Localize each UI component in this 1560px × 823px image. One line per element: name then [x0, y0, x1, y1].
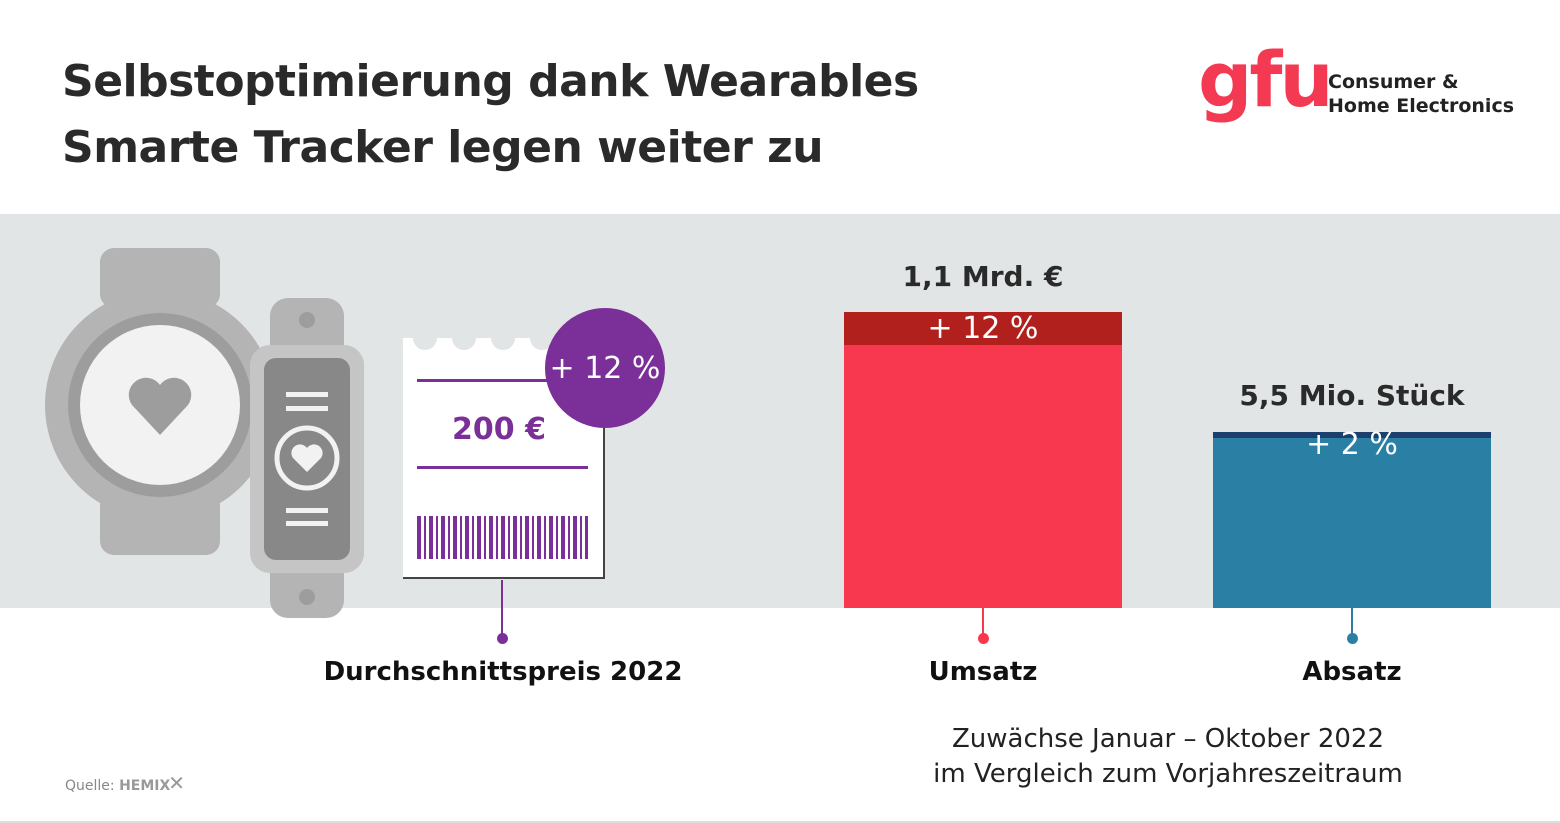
- connector-line: [1351, 608, 1353, 636]
- connector-line: [982, 608, 984, 636]
- umsatz-value-label: 1,1 Mrd. €: [902, 260, 1064, 293]
- hemix-x-icon: ✕: [168, 771, 186, 795]
- bar-umsatz-growth: [844, 312, 1122, 345]
- connector-dot: [497, 633, 508, 644]
- connector-dot: [978, 633, 989, 644]
- connector-dot: [1347, 633, 1358, 644]
- source: Quelle: HEMIX✕: [65, 771, 185, 795]
- absatz-value-label: 5,5 Mio. Stück: [1239, 379, 1465, 412]
- logo-brand: gfu: [1198, 35, 1334, 124]
- wearables-illustration-icon: [45, 248, 364, 618]
- receipt-line: [417, 379, 588, 382]
- price-label: Durchschnittspreis 2022: [323, 657, 683, 687]
- bar-umsatz: [844, 312, 1122, 608]
- divider: [0, 821, 1560, 823]
- umsatz-growth-label: + 12 %: [927, 311, 1039, 346]
- footnote: Zuwächse Januar – Oktober 2022 im Vergle…: [900, 722, 1436, 792]
- bar-absatz-growth: [1213, 432, 1491, 438]
- logo-line-2: Home Electronics: [1328, 95, 1515, 117]
- receipt-line: [417, 466, 588, 469]
- logo-text: Consumer & Home Electronics: [1328, 70, 1514, 118]
- title-line-1: Selbstoptimierung dank Wearables: [62, 56, 919, 107]
- logo-line-1: Consumer &: [1328, 71, 1459, 93]
- title-line-2: Smarte Tracker legen weiter zu: [62, 122, 824, 173]
- barcode-icon: [417, 516, 588, 559]
- absatz-label: Absatz: [1302, 657, 1402, 687]
- umsatz-label: Umsatz: [928, 657, 1038, 687]
- absatz-growth-label: + 2 %: [1306, 427, 1398, 462]
- receipt-edge-icon: [413, 330, 553, 350]
- footnote-line-1: Zuwächse Januar – Oktober 2022: [951, 724, 1385, 754]
- source-label: Quelle:: [65, 778, 115, 794]
- source-brand: HEMIX: [119, 778, 171, 794]
- connector-line: [501, 580, 503, 636]
- price-change-badge: + 12 %: [545, 308, 665, 428]
- bar-absatz: [1213, 432, 1491, 608]
- price-value: 200 €: [452, 412, 546, 447]
- footnote-line-2: im Vergleich zum Vorjahreszeitraum: [933, 759, 1403, 789]
